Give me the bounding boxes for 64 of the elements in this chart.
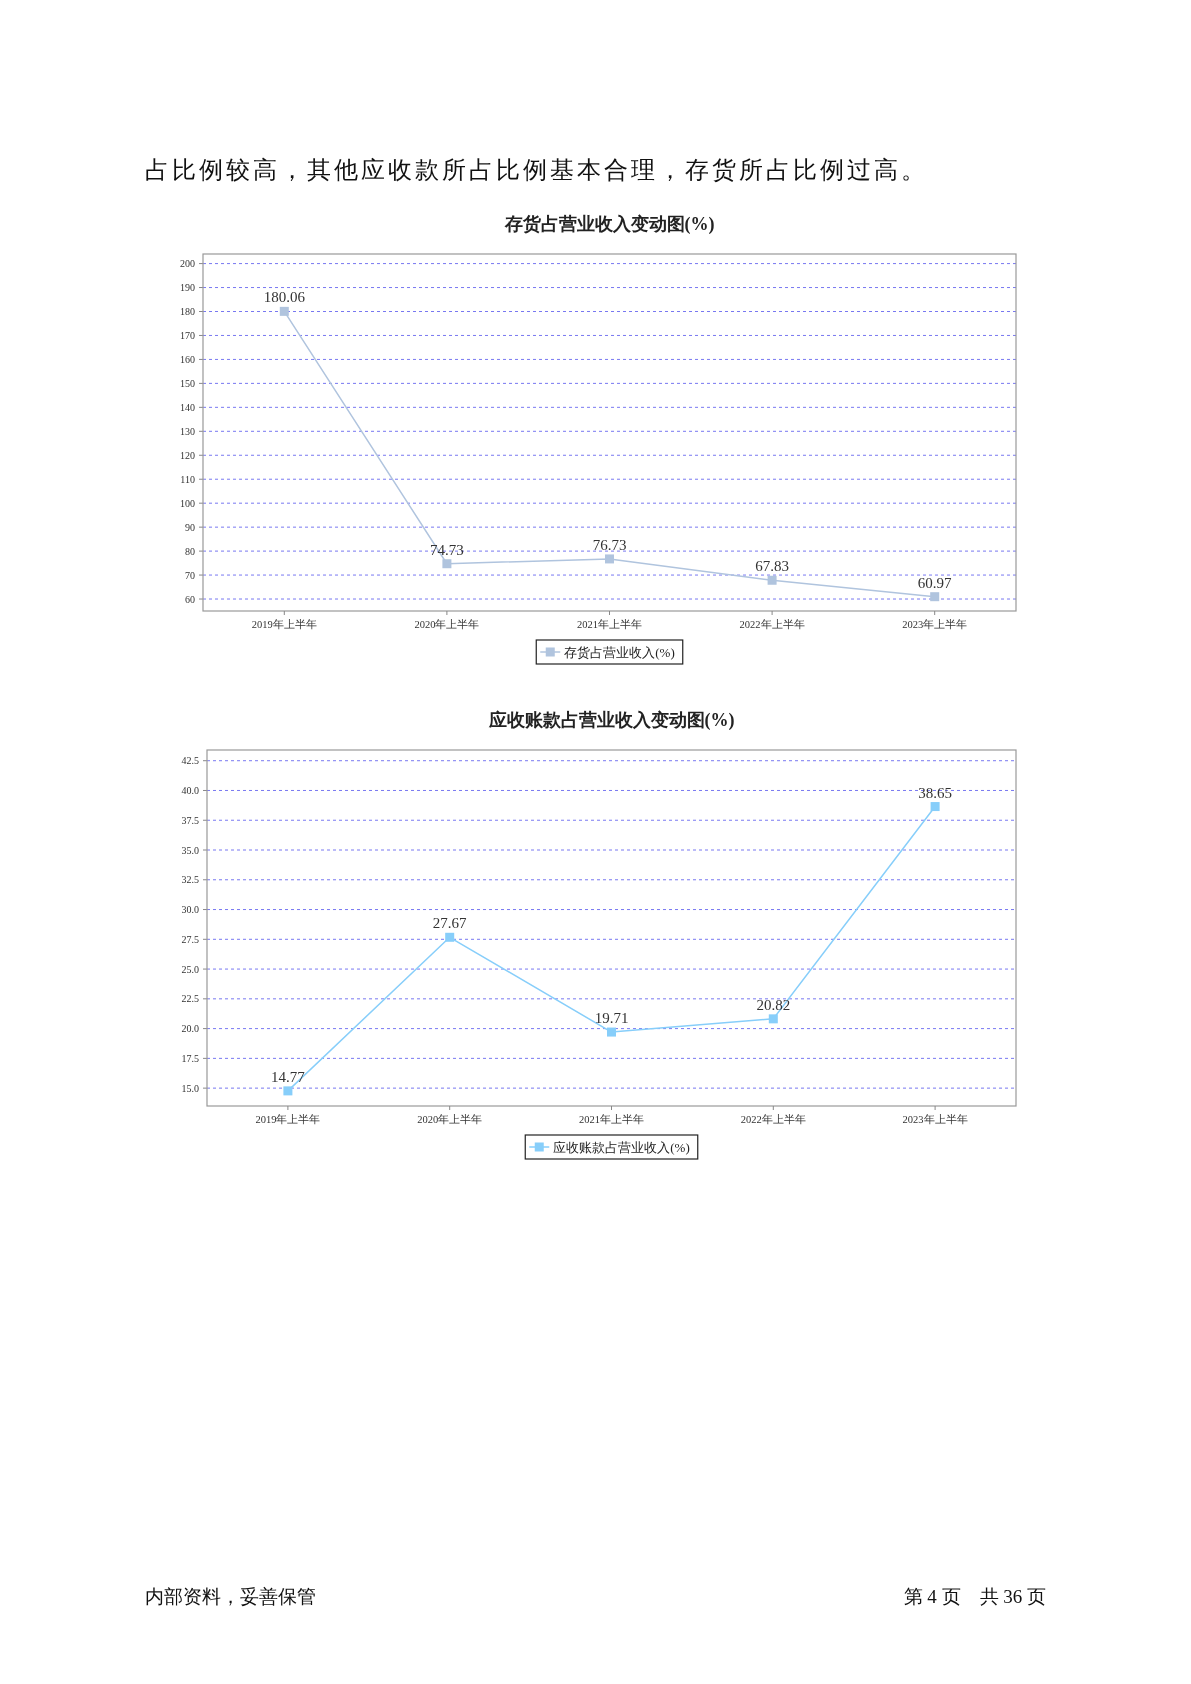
y-tick-label: 70 [185,569,195,581]
x-tick-label: 2019年上半年 [255,1113,321,1125]
data-label: 38.65 [918,784,952,801]
y-tick-label: 100 [180,497,195,509]
y-tick-label: 90 [185,521,195,533]
point [930,802,940,812]
y-tick-label: 15.0 [181,1082,199,1094]
y-tick-label: 190 [180,282,195,294]
x-tick-label: 2022年上半年 [740,1113,806,1125]
x-tick-label: 2019年上半年 [251,618,317,630]
data-label: 74.73 [430,541,464,558]
point [442,559,452,569]
x-tick-label: 2023年上半年 [902,1113,968,1125]
y-tick-label: 180 [180,306,195,317]
y-tick-label: 42.5 [181,755,199,767]
text: 第 4 页 共 36 页 [903,1586,1046,1607]
x-tick-label: 2022年上半年 [739,618,805,630]
data-label: 27.67 [432,915,468,932]
chart-title: 存货占营业收入变动图(%) [503,214,715,235]
chart-title: 应收账款占营业收入变动图(%) [487,710,735,731]
y-tick-label: 27.5 [181,933,199,945]
point [605,554,614,564]
y-tick-label: 30.0 [181,904,199,916]
y-tick-label: 32.5 [181,874,199,886]
y-tick-label: 110 [180,473,195,485]
y-tick-label: 140 [180,401,195,413]
text: 内部资料，妥善保管 [145,1586,316,1607]
y-tick-label: 25.0 [181,963,199,975]
y-tick-label: 120 [180,449,195,461]
y-tick-label: 40.0 [181,784,199,796]
x-tick-label: 2021年上半年 [579,1113,644,1125]
x-tick-label: 2020年上半年 [414,618,480,630]
point [283,1086,293,1096]
data-label: 14.77 [271,1068,306,1085]
point [930,592,940,602]
data-label: 180.06 [263,289,306,306]
y-tick-label: 80 [185,545,195,557]
x-tick-label: 2023年上半年 [902,618,968,630]
point [607,1027,616,1037]
data-label: 76.73 [592,536,627,553]
data-label: 60.97 [917,574,953,591]
y-tick-label: 60 [185,593,195,605]
legend-label: 存货占营业收入(%) [564,645,675,660]
text: 占比例较高，其他应收款所占比例基本合理，存货所占比例过高。 [145,157,928,183]
point [445,932,455,942]
y-tick-label: 35.0 [181,844,199,856]
legend-label: 应收账款占营业收入(%) [553,1140,690,1155]
y-tick-label: 130 [180,425,195,437]
data-label: 19.71 [594,1010,629,1027]
x-tick-label: 2020年上半年 [417,1113,483,1125]
y-tick-label: 150 [180,377,195,389]
y-tick-label: 170 [180,329,195,341]
y-tick-label: 160 [180,353,195,365]
data-label: 67.83 [755,558,789,575]
data-label: 20.82 [756,996,791,1013]
y-tick-label: 37.5 [181,814,199,826]
point [767,575,777,585]
point [768,1014,778,1024]
y-tick-label: 200 [180,258,195,270]
y-tick-label: 22.5 [181,993,199,1005]
y-tick-label: 17.5 [181,1052,199,1064]
y-tick-label: 20.0 [181,1023,199,1035]
point [279,306,289,316]
x-tick-label: 2021年上半年 [577,618,642,630]
